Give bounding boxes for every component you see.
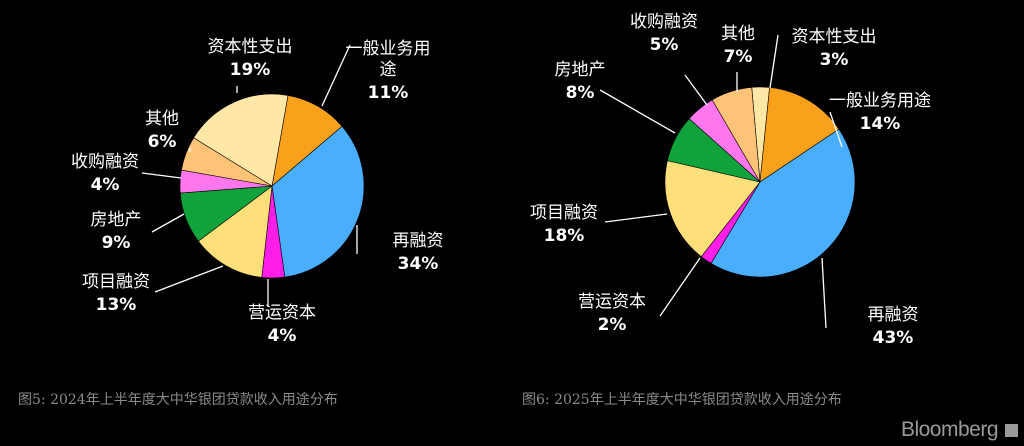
slice-percent-capex: 19% — [230, 60, 271, 80]
leader-line-capex — [769, 34, 779, 89]
slice-label-working-capital: 营运资本 — [578, 292, 646, 312]
slice-percent-acquisition: 4% — [91, 175, 120, 195]
leader-line-project — [154, 265, 224, 293]
slice-percent-refinancing: 34% — [398, 254, 439, 274]
slice-label-general: 一般业务用 — [346, 39, 431, 59]
pie-slice-project — [664, 160, 761, 258]
slice-percent-real-estate: 8% — [566, 83, 595, 103]
leader-line-real-estate — [599, 89, 676, 134]
pie-slice-project — [197, 185, 273, 278]
pie-chart-2025: 资本性支出 3% 一般业务用途 14% 再融资 43% 营运资本 2% 项目融资 18% 房地产 8%… — [530, 12, 931, 348]
slice-percent-real-estate: 9% — [102, 233, 131, 253]
slice-label-project: 项目融资 — [530, 203, 598, 223]
pie-slice-refinancing — [271, 125, 365, 278]
slice-label-acquisition: 收购融资 — [630, 12, 698, 32]
slice-percent-acquisition: 5% — [650, 35, 679, 55]
leader-line-working-capital — [659, 257, 701, 317]
leader-line-real-estate — [151, 213, 185, 233]
slice-percent-other: 6% — [148, 132, 177, 152]
pie-slice-capex — [193, 93, 289, 187]
pie-slice-general — [759, 87, 840, 183]
slice-label-general: 途 — [380, 60, 397, 80]
leader-line-general — [829, 111, 843, 148]
slice-percent-project: 18% — [544, 226, 585, 246]
chart-caption-2024: 图5: 2024年上半年度大中华银团贷款收入用途分布 — [18, 392, 338, 408]
bloomberg-logo-icon — [1005, 424, 1018, 437]
leader-line-project — [604, 213, 668, 223]
slice-label-refinancing: 再融资 — [393, 231, 444, 251]
slice-label-refinancing: 再融资 — [868, 305, 919, 325]
slice-percent-capex: 3% — [820, 50, 849, 70]
slice-label-real-estate: 房地产 — [91, 210, 142, 230]
slice-label-real-estate: 房地产 — [555, 60, 606, 80]
leader-line-general — [321, 44, 351, 107]
slice-label-project: 项目融资 — [82, 272, 150, 292]
chart-caption-2025: 图6: 2025年上半年度大中华银团贷款收入用途分布 — [522, 392, 842, 408]
slice-label-other: 其他 — [721, 24, 755, 44]
slice-label-working-capital: 营运资本 — [248, 303, 316, 323]
slice-label-general: 一般业务用途 — [829, 91, 931, 111]
leader-line-acquisition — [141, 172, 182, 179]
bloomberg-logo: Bloomberg — [900, 418, 999, 441]
slice-label-acquisition: 收购融资 — [71, 152, 139, 172]
slice-percent-other: 7% — [724, 47, 753, 67]
slice-label-capex: 资本性支出 — [208, 37, 293, 57]
pie-chart-2024: 一般业务用途 11% 再融资 34% 营运资本 4% 项目融资 13% 房地产 9% 收购融资 4% 其… — [71, 37, 444, 346]
pie-slice-refinancing — [710, 128, 856, 278]
slice-percent-working-capital: 4% — [268, 326, 297, 346]
slice-label-other: 其他 — [145, 109, 179, 129]
pie-slice-other — [711, 87, 761, 183]
slice-label-capex: 资本性支出 — [792, 27, 877, 47]
slice-percent-general: 14% — [860, 114, 901, 134]
leader-line-refinancing — [821, 257, 827, 329]
slice-percent-working-capital: 2% — [598, 315, 627, 335]
slice-percent-refinancing: 43% — [873, 328, 914, 348]
slice-percent-general: 11% — [368, 83, 409, 103]
leader-line-acquisition — [684, 74, 708, 106]
slice-percent-project: 13% — [96, 295, 137, 315]
